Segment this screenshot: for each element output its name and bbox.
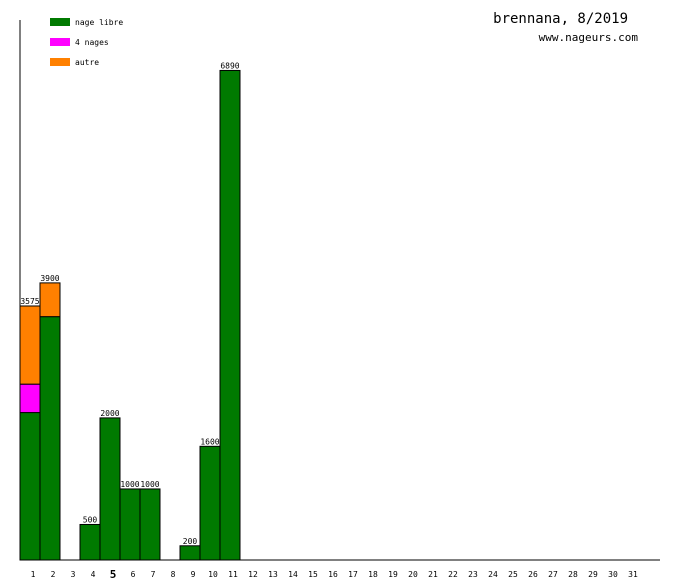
bar-day-1-autre bbox=[19, 305, 41, 385]
x-tick-22: 22 bbox=[448, 570, 458, 579]
x-tick-24: 24 bbox=[488, 570, 498, 579]
bar-day-2-autre bbox=[39, 282, 61, 318]
x-tick-17: 17 bbox=[348, 570, 358, 579]
x-tick-20: 20 bbox=[408, 570, 418, 579]
x-tick-19: 19 bbox=[388, 570, 398, 579]
bar-day-9-nage-libre bbox=[179, 545, 201, 561]
data-label-day-4: 500 bbox=[83, 515, 98, 524]
x-tick-3: 3 bbox=[71, 570, 76, 579]
bar-day-1-nage-libre bbox=[19, 412, 41, 561]
x-tick-13: 13 bbox=[268, 570, 278, 579]
x-tick-15: 15 bbox=[308, 570, 318, 579]
bar-day-1-4-nages bbox=[19, 383, 41, 414]
x-tick-28: 28 bbox=[568, 570, 578, 579]
x-tick-29: 29 bbox=[588, 570, 598, 579]
x-tick-7: 7 bbox=[151, 570, 156, 579]
bar-day-5-nage-libre bbox=[99, 417, 121, 561]
bar-day-4-nage-libre bbox=[79, 523, 101, 561]
x-tick-31: 31 bbox=[628, 570, 638, 579]
data-label-day-5: 2000 bbox=[100, 409, 119, 418]
bar-day-2-nage-libre bbox=[39, 316, 61, 561]
x-tick-9: 9 bbox=[191, 570, 196, 579]
legend: nage libre 4 nages autre bbox=[50, 18, 123, 67]
x-tick-27: 27 bbox=[548, 570, 558, 579]
legend-label-3: autre bbox=[75, 58, 99, 67]
chart-subtitle: www.nageurs.com bbox=[539, 31, 639, 44]
x-tick-labels: 1 2 3 4 5 6 7 8 9 10 11 12 13 14 15 16 17 18 19 20 21 22 23 24 2… bbox=[31, 568, 638, 580]
data-label-day-6: 1000 bbox=[120, 480, 139, 489]
legend-label-1: nage libre bbox=[75, 18, 123, 27]
legend-swatch-1 bbox=[50, 18, 70, 26]
x-tick-10: 10 bbox=[208, 570, 218, 579]
x-tick-25: 25 bbox=[508, 570, 518, 579]
legend-swatch-3 bbox=[50, 58, 70, 66]
x-tick-8: 8 bbox=[171, 570, 176, 579]
x-tick-6: 6 bbox=[131, 570, 136, 579]
x-tick-11: 11 bbox=[228, 570, 238, 579]
x-tick-12: 12 bbox=[248, 570, 258, 579]
chart-title: brennana, 8/2019 bbox=[493, 11, 628, 27]
x-tick-1: 1 bbox=[31, 570, 36, 579]
x-tick-30: 30 bbox=[608, 570, 618, 579]
data-label-day-11: 6890 bbox=[220, 61, 239, 70]
x-tick-14: 14 bbox=[288, 570, 298, 579]
x-tick-23: 23 bbox=[468, 570, 478, 579]
bars bbox=[19, 69, 241, 561]
data-label-day-7: 1000 bbox=[140, 480, 159, 489]
legend-label-2: 4 nages bbox=[75, 38, 109, 47]
legend-swatch-2 bbox=[50, 38, 70, 46]
bar-day-10-nage-libre bbox=[199, 445, 221, 561]
x-tick-26: 26 bbox=[528, 570, 538, 579]
data-labels: 3575 3900 500 2000 1000 1000 200 1600 6890 bbox=[20, 61, 239, 545]
x-tick-16: 16 bbox=[328, 570, 338, 579]
x-tick-2: 2 bbox=[51, 570, 56, 579]
data-label-day-2: 3900 bbox=[40, 274, 59, 283]
x-tick-5: 5 bbox=[110, 568, 117, 580]
data-label-day-1: 3575 bbox=[20, 297, 39, 306]
data-label-day-10: 1600 bbox=[200, 437, 219, 446]
x-tick-21: 21 bbox=[428, 570, 438, 579]
bar-day-11-nage-libre bbox=[219, 69, 241, 561]
x-tick-4: 4 bbox=[91, 570, 96, 579]
bar-day-6-nage-libre bbox=[119, 488, 141, 561]
data-label-day-9: 200 bbox=[183, 537, 198, 546]
x-tick-18: 18 bbox=[368, 570, 378, 579]
bar-day-7-nage-libre bbox=[139, 488, 161, 561]
